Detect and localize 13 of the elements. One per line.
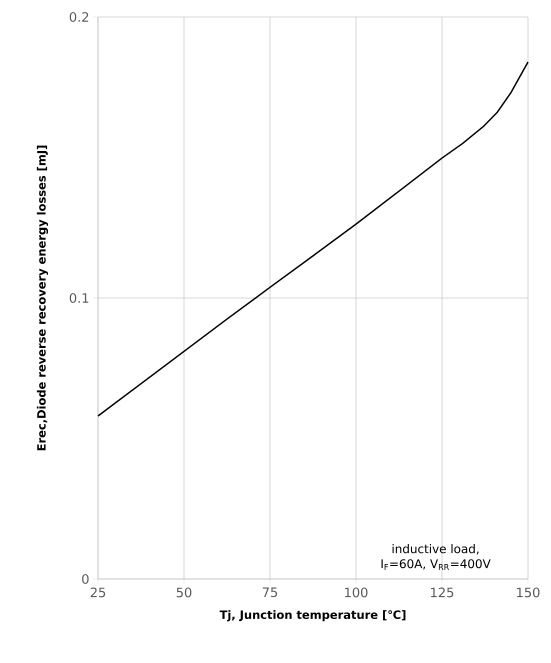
y-axis-title: Erec,Diode reverse recovery energy losses [mJ] (36, 146, 48, 450)
x-tick-label: 75 (262, 588, 278, 598)
x-tick-label: 100 (345, 588, 368, 598)
y-tick-label: 0.2 (70, 12, 88, 22)
x-tick-label: 150 (517, 588, 540, 598)
annotation: I$_{F}$=60A, V$_{RR}$=400V (382, 559, 491, 570)
annotation: inductive load, (392, 544, 479, 555)
x-tick-label: 125 (431, 588, 454, 598)
x-tick-label: 25 (90, 588, 106, 598)
y-tick-label: 0 (82, 574, 89, 584)
x-axis-title: Tj, Junction temperature [℃] (220, 610, 406, 622)
x-tick-label: 50 (176, 588, 192, 598)
y-tick-label: 0.1 (70, 293, 88, 303)
